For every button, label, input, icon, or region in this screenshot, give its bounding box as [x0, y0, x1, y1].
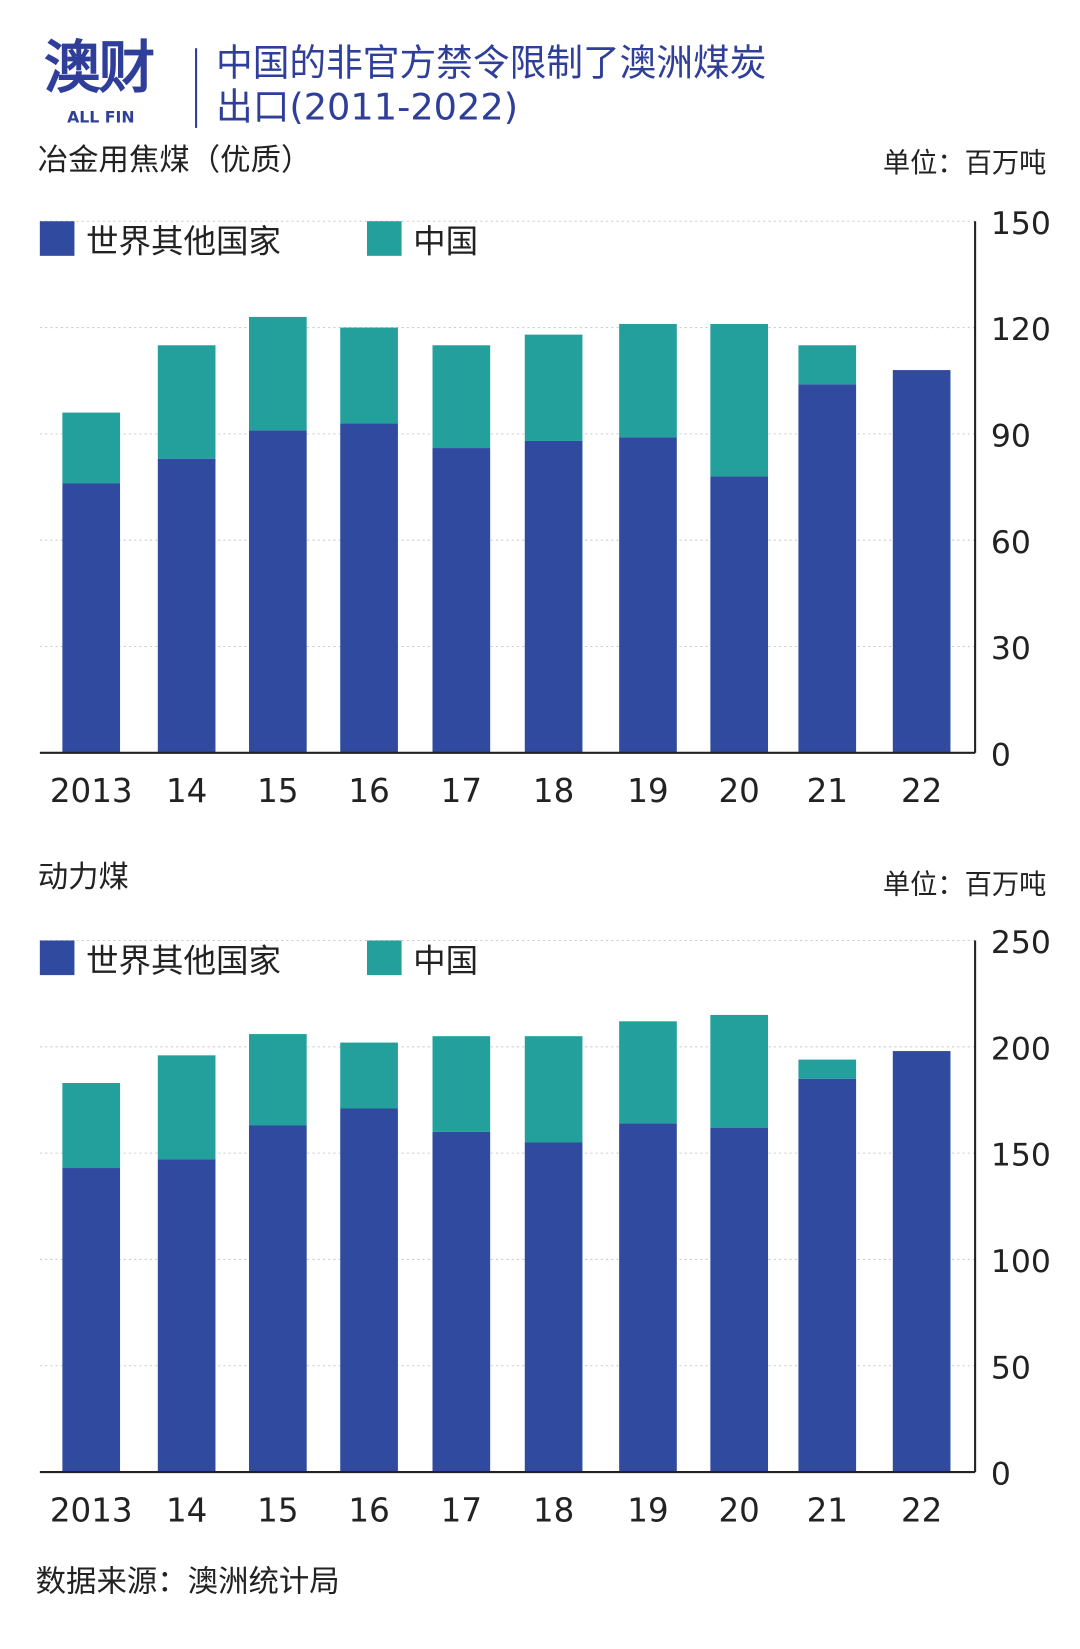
bar-china [524, 1036, 583, 1143]
bar-world [62, 1168, 121, 1473]
x-tick-label: 18 [533, 1491, 574, 1529]
bar-world [892, 370, 951, 753]
chart-coking-coal: 0 30 60 90 120 150 2013 14 15 16 17 18 19 20 21 22 世界其他国… [39, 206, 1051, 810]
bar-world [524, 440, 583, 753]
y-tick-label: 90 [991, 418, 1031, 454]
legend-swatch-world [39, 221, 75, 256]
bar-world [710, 1127, 769, 1473]
bar-world [340, 423, 398, 753]
bar-world [798, 1078, 857, 1473]
y-tick-label: 200 [991, 1031, 1051, 1067]
bar-world [62, 483, 121, 753]
bar-world [619, 437, 677, 753]
bar-world [249, 430, 307, 753]
bar-world [432, 1131, 491, 1473]
bar-world [619, 1123, 677, 1473]
bar-china [340, 327, 398, 424]
y-tick-label: 50 [991, 1350, 1031, 1386]
y-tick-label: 60 [991, 525, 1031, 561]
x-tick-label: 20 [719, 772, 760, 810]
y-tick-label: 0 [991, 1457, 1011, 1493]
x-tick-label: 17 [441, 1491, 482, 1529]
chart2-title: 动力煤 [37, 858, 129, 895]
x-tick-label: 22 [901, 772, 942, 810]
chart1-unit: 单位：百万吨 [882, 147, 1047, 180]
bar-world [340, 1108, 398, 1473]
bar-world [798, 384, 857, 753]
legend-label-world: 世界其他国家 [86, 942, 281, 980]
bar-world [432, 448, 491, 753]
page-title: 中国的非官方禁令限制了澳洲煤炭 出口(2011-2022) [216, 42, 887, 130]
x-tick-label: 18 [533, 772, 574, 810]
x-tick-label: 19 [627, 1491, 668, 1529]
bar-world [892, 1051, 951, 1473]
bar-china [619, 1021, 677, 1124]
bar-china [524, 334, 583, 441]
bar-world [710, 476, 769, 753]
y-tick-label: 250 [991, 925, 1051, 961]
bar-china [249, 1034, 307, 1126]
logo: 澳财 [44, 34, 155, 101]
bar-world [157, 458, 216, 753]
bar-world [524, 1142, 583, 1473]
y-tick-label: 120 [991, 312, 1051, 348]
y-tick-label: 30 [991, 631, 1031, 667]
y-tick-label: 100 [991, 1244, 1051, 1280]
legend-swatch-china [366, 221, 402, 256]
bar-world [249, 1125, 307, 1473]
bar-china [798, 1059, 857, 1079]
bar-china [249, 316, 307, 431]
chart-thermal-coal: 0 50 100 150 200 250 2013 14 15 16 17 18 19 20 21 22 世界其… [39, 925, 1051, 1529]
x-tick-label: 15 [257, 772, 298, 810]
legend-swatch-world [39, 940, 75, 976]
x-tick-label: 16 [348, 772, 389, 810]
x-tick-label: 2013 [50, 772, 133, 810]
bar-china [62, 1082, 121, 1169]
legend-label-china: 中国 [413, 942, 478, 980]
legend-label-china: 中国 [413, 223, 478, 261]
y-tick-label: 150 [991, 206, 1051, 242]
bar-china [710, 324, 769, 477]
bar-china [157, 345, 216, 459]
bar-china [157, 1055, 216, 1160]
bar-china [62, 412, 121, 484]
x-tick-label: 17 [441, 772, 482, 810]
x-tick-label: 14 [166, 1491, 207, 1529]
bar-china [710, 1014, 769, 1128]
data-source: 数据来源：澳洲统计局 [35, 1563, 340, 1599]
x-tick-label: 14 [166, 772, 207, 810]
bar-world [157, 1159, 216, 1473]
chart2-unit: 单位：百万吨 [882, 869, 1047, 901]
chart1-title: 冶金用焦煤（优质） [37, 141, 312, 178]
x-tick-label: 21 [807, 1491, 848, 1529]
x-tick-label: 22 [901, 1491, 942, 1529]
divider [195, 48, 198, 128]
bar-china [798, 345, 857, 385]
bar-china [619, 324, 677, 438]
title-line-1: 中国的非官方禁令限制了澳洲煤炭 [215, 42, 767, 85]
logo-en: ALL FIN [67, 107, 135, 127]
x-tick-label: 21 [807, 772, 848, 810]
x-tick-label: 15 [257, 1491, 298, 1529]
x-tick-label: 20 [719, 1491, 760, 1529]
x-tick-label: 19 [627, 772, 668, 810]
bar-china [340, 1042, 398, 1109]
legend-label-world: 世界其他国家 [86, 223, 281, 261]
bar-china [432, 345, 491, 449]
y-tick-label: 0 [991, 737, 1011, 773]
x-tick-label: 16 [348, 1491, 389, 1529]
x-tick-label: 2013 [50, 1491, 133, 1529]
legend-swatch-china [366, 940, 402, 976]
y-tick-label: 150 [991, 1138, 1051, 1174]
title-line-2: 出口(2011-2022) [215, 87, 519, 129]
bar-china [432, 1036, 491, 1132]
